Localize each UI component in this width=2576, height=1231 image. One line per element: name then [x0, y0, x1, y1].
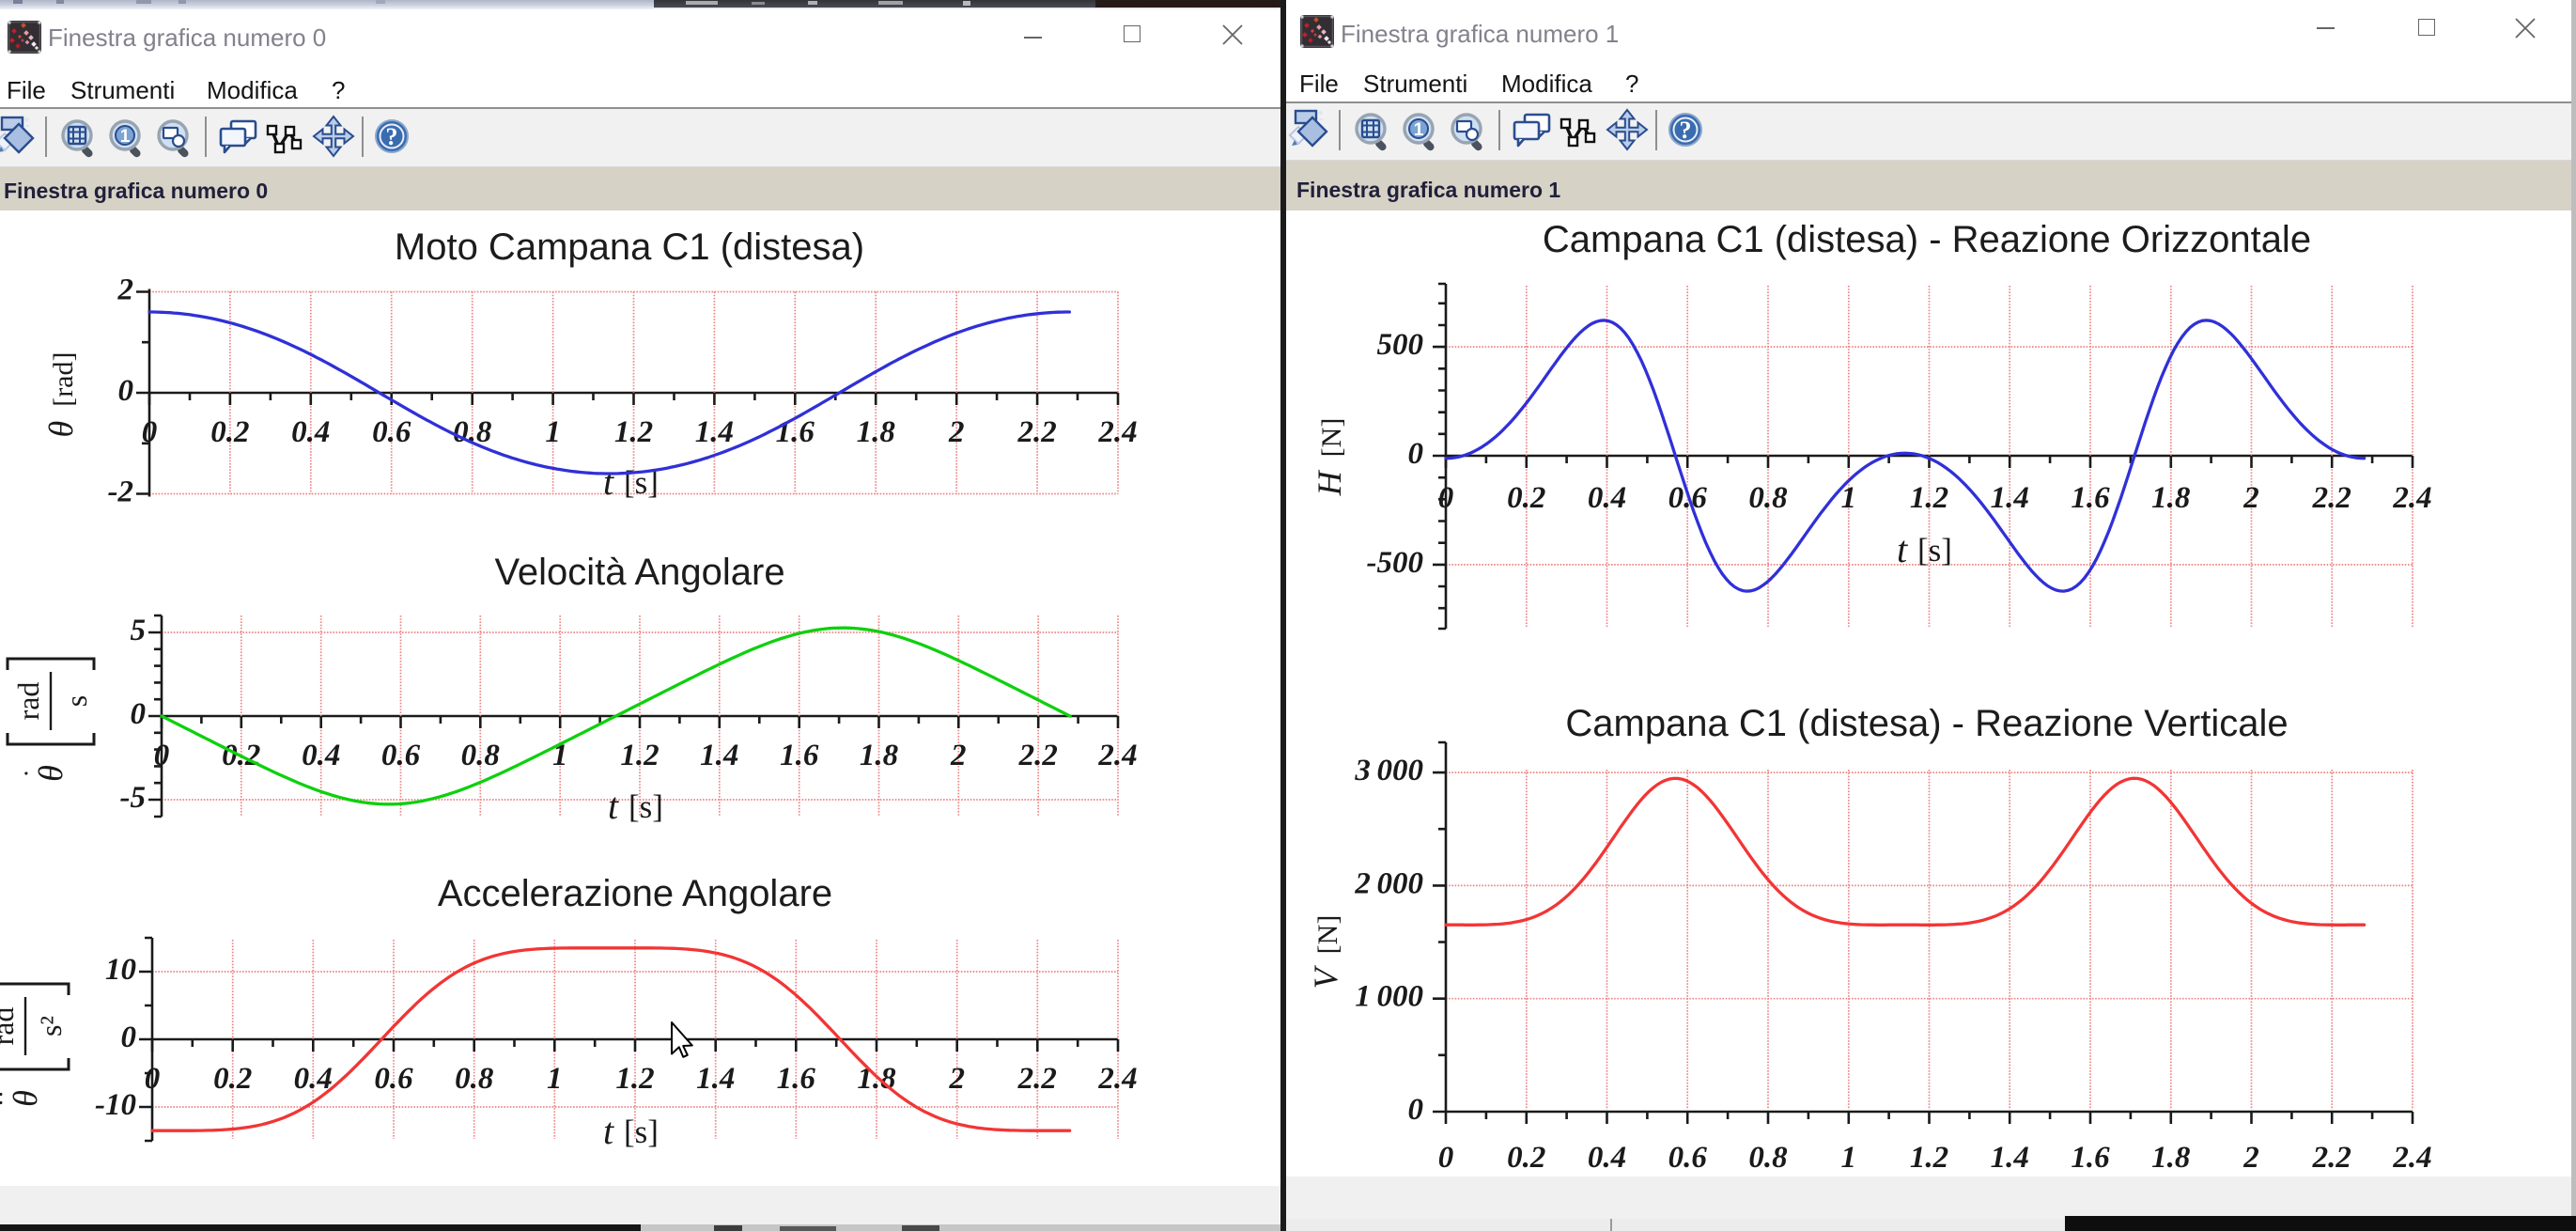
- svg-text:··: ··: [0, 1090, 15, 1107]
- svg-text:1.2: 1.2: [614, 415, 653, 449]
- svg-text:2.2: 2.2: [2312, 481, 2351, 515]
- svg-text:-2: -2: [108, 475, 134, 509]
- svg-text:rad: rad: [0, 1007, 20, 1046]
- svg-text:1.8: 1.8: [857, 1062, 895, 1096]
- svg-text:Velocità Angolare: Velocità Angolare: [494, 552, 784, 593]
- svg-text:0.2: 0.2: [213, 1062, 252, 1096]
- svg-text:θ: θ: [32, 765, 70, 782]
- svg-text:1.4: 1.4: [700, 739, 738, 772]
- svg-text:t: t: [608, 785, 619, 827]
- svg-text:5: 5: [131, 614, 147, 647]
- svg-text:[s]: [s]: [624, 1114, 659, 1150]
- svg-text:2: 2: [2242, 1141, 2259, 1175]
- svg-text:2.4: 2.4: [1097, 739, 1137, 772]
- svg-text:0: 0: [1408, 437, 1424, 471]
- svg-text:0.8: 0.8: [455, 1062, 493, 1096]
- svg-text:0: 0: [121, 1021, 137, 1054]
- svg-text:1: 1: [547, 1062, 563, 1096]
- svg-text:2: 2: [948, 1062, 965, 1096]
- svg-text:rad: rad: [11, 682, 45, 721]
- svg-text:2.4: 2.4: [1097, 1062, 1137, 1096]
- svg-text:θ [rad]: θ [rad]: [42, 352, 80, 438]
- svg-text:1.2: 1.2: [620, 739, 659, 772]
- svg-text:1.6: 1.6: [777, 1062, 816, 1096]
- svg-text:0: 0: [131, 697, 147, 731]
- svg-text:2: 2: [950, 739, 967, 772]
- svg-text:0.6: 0.6: [1668, 1141, 1708, 1175]
- svg-text:[s]: [s]: [1917, 532, 1952, 569]
- svg-text:Moto Campana C1 (distesa): Moto Campana C1 (distesa): [395, 226, 864, 268]
- svg-text:1.4: 1.4: [1991, 481, 2029, 515]
- svg-text:s²: s²: [34, 1016, 68, 1036]
- svg-text:1.2: 1.2: [1910, 1141, 1948, 1175]
- svg-text:0.4: 0.4: [291, 415, 330, 449]
- svg-text:t: t: [603, 460, 614, 503]
- svg-text:2: 2: [2242, 481, 2259, 515]
- svg-text:·: ·: [12, 770, 40, 778]
- svg-text:2.2: 2.2: [1018, 739, 1058, 772]
- svg-text:0: 0: [1438, 1141, 1454, 1175]
- svg-text:2.2: 2.2: [1016, 415, 1056, 449]
- svg-text:1.6: 1.6: [2071, 1141, 2110, 1175]
- svg-text:θ: θ: [7, 1090, 44, 1107]
- svg-text:1.2: 1.2: [1910, 481, 1948, 515]
- svg-text:Campana C1 (distesa) - Reazion: Campana C1 (distesa) - Reazione Orizzont…: [1543, 219, 2311, 260]
- svg-text:t: t: [603, 1110, 614, 1152]
- svg-text:1.6: 1.6: [2071, 481, 2110, 515]
- svg-text:1.2: 1.2: [615, 1062, 654, 1096]
- svg-text:0.8: 0.8: [1748, 481, 1787, 515]
- svg-text:1.4: 1.4: [696, 1062, 735, 1096]
- svg-text:1.8: 1.8: [860, 739, 898, 772]
- svg-text:0.2: 0.2: [210, 415, 249, 449]
- svg-text:1.8: 1.8: [857, 415, 895, 449]
- svg-text:1.4: 1.4: [1991, 1141, 2029, 1175]
- svg-text:2.2: 2.2: [2312, 1141, 2351, 1175]
- svg-text:0.2: 0.2: [1507, 481, 1545, 515]
- svg-text:0.6: 0.6: [372, 415, 411, 449]
- svg-text:0.4: 0.4: [1588, 1141, 1626, 1175]
- svg-text:2.4: 2.4: [1097, 415, 1137, 449]
- svg-text:1.6: 1.6: [776, 415, 815, 449]
- svg-text:2: 2: [117, 273, 134, 307]
- svg-text:10: 10: [105, 953, 136, 987]
- svg-text:0.4: 0.4: [1588, 481, 1626, 515]
- svg-text:2.4: 2.4: [2392, 1141, 2431, 1175]
- svg-text:0.6: 0.6: [381, 739, 421, 772]
- svg-text:0.8: 0.8: [1748, 1141, 1787, 1175]
- svg-text:500: 500: [1377, 328, 1424, 362]
- svg-text:3 000: 3 000: [1354, 754, 1423, 787]
- svg-text:1.8: 1.8: [2151, 1141, 2190, 1175]
- svg-text:1: 1: [120, 127, 131, 147]
- svg-text:2.4: 2.4: [2392, 481, 2431, 515]
- svg-text:-10: -10: [95, 1088, 136, 1122]
- svg-text:1.4: 1.4: [695, 415, 734, 449]
- svg-text:H [N]: H [N]: [1311, 418, 1348, 497]
- svg-text:s: s: [59, 695, 93, 707]
- svg-text:Campana C1 (distesa) - Reazion: Campana C1 (distesa) - Reazione Vertical…: [1565, 703, 2288, 744]
- svg-text:0.4: 0.4: [302, 739, 340, 772]
- svg-text:2.2: 2.2: [1017, 1062, 1057, 1096]
- svg-text:0: 0: [1408, 1093, 1424, 1127]
- svg-text:1.8: 1.8: [2151, 481, 2190, 515]
- svg-text:t: t: [1897, 528, 1908, 570]
- svg-text:0: 0: [118, 374, 134, 408]
- svg-text:0.8: 0.8: [461, 739, 500, 772]
- svg-text:-500: -500: [1367, 546, 1424, 580]
- svg-text:0.2: 0.2: [1507, 1141, 1545, 1175]
- svg-text:V [N]: V [N]: [1307, 915, 1344, 989]
- svg-text:2: 2: [948, 415, 965, 449]
- svg-text:1: 1: [545, 415, 561, 449]
- svg-text:-5: -5: [120, 781, 147, 815]
- svg-text:?: ?: [386, 123, 398, 150]
- svg-text:0.4: 0.4: [294, 1062, 333, 1096]
- svg-text:1: 1: [1841, 1141, 1857, 1175]
- svg-text:0.6: 0.6: [374, 1062, 413, 1096]
- svg-text:1 000: 1 000: [1355, 980, 1423, 1014]
- svg-text:Accelerazione Angolare: Accelerazione Angolare: [438, 873, 832, 914]
- svg-text:[s]: [s]: [628, 788, 663, 825]
- svg-text:1: 1: [1841, 481, 1857, 515]
- svg-text:1.6: 1.6: [780, 739, 819, 772]
- svg-text:2 000: 2 000: [1354, 866, 1423, 900]
